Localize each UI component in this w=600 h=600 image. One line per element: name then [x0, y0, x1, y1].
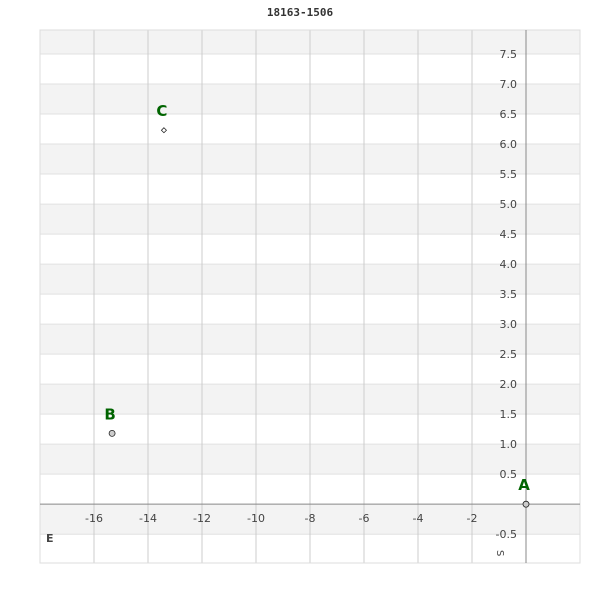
data-point-B — [108, 429, 116, 437]
y-tick-label: 5.5 — [500, 168, 518, 181]
y-tick-label: 7.0 — [500, 78, 518, 91]
y-axis-end-label: S — [494, 550, 505, 556]
y-tick-label: 5.0 — [500, 198, 518, 211]
x-tick-label: -8 — [305, 512, 316, 525]
point-label: B — [104, 405, 115, 423]
x-tick-label: -16 — [85, 512, 103, 525]
y-tick-label: 4.0 — [500, 258, 518, 271]
point-label: A — [518, 476, 530, 494]
y-tick-label: 2.0 — [500, 378, 518, 391]
data-point-C — [160, 127, 167, 134]
y-tick-label: 1.5 — [500, 408, 518, 421]
x-tick-label: -2 — [467, 512, 478, 525]
x-tick-label: -10 — [247, 512, 265, 525]
x-tick-label: -4 — [413, 512, 424, 525]
y-tick-label: 6.5 — [500, 108, 518, 121]
y-tick-label: 1.0 — [500, 438, 518, 451]
y-tick-label: 3.5 — [500, 288, 518, 301]
x-tick-label: -12 — [193, 512, 211, 525]
x-tick-label: -6 — [359, 512, 370, 525]
y-tick-label: 2.5 — [500, 348, 518, 361]
data-point-A — [522, 500, 530, 508]
y-tick-label: 7.5 — [500, 48, 518, 61]
y-tick-label: 3.0 — [500, 318, 518, 331]
plot-border — [39, 29, 581, 564]
y-tick-label: -0.5 — [496, 528, 517, 541]
y-tick-label: 6.0 — [500, 138, 518, 151]
point-label: C — [156, 102, 167, 120]
chart-title: 18163-1506 — [266, 6, 334, 19]
y-tick-label: 4.5 — [500, 228, 518, 241]
x-tick-label: -14 — [139, 512, 157, 525]
x-axis-end-label: E — [46, 532, 54, 545]
y-tick-label: 0.5 — [500, 468, 518, 481]
